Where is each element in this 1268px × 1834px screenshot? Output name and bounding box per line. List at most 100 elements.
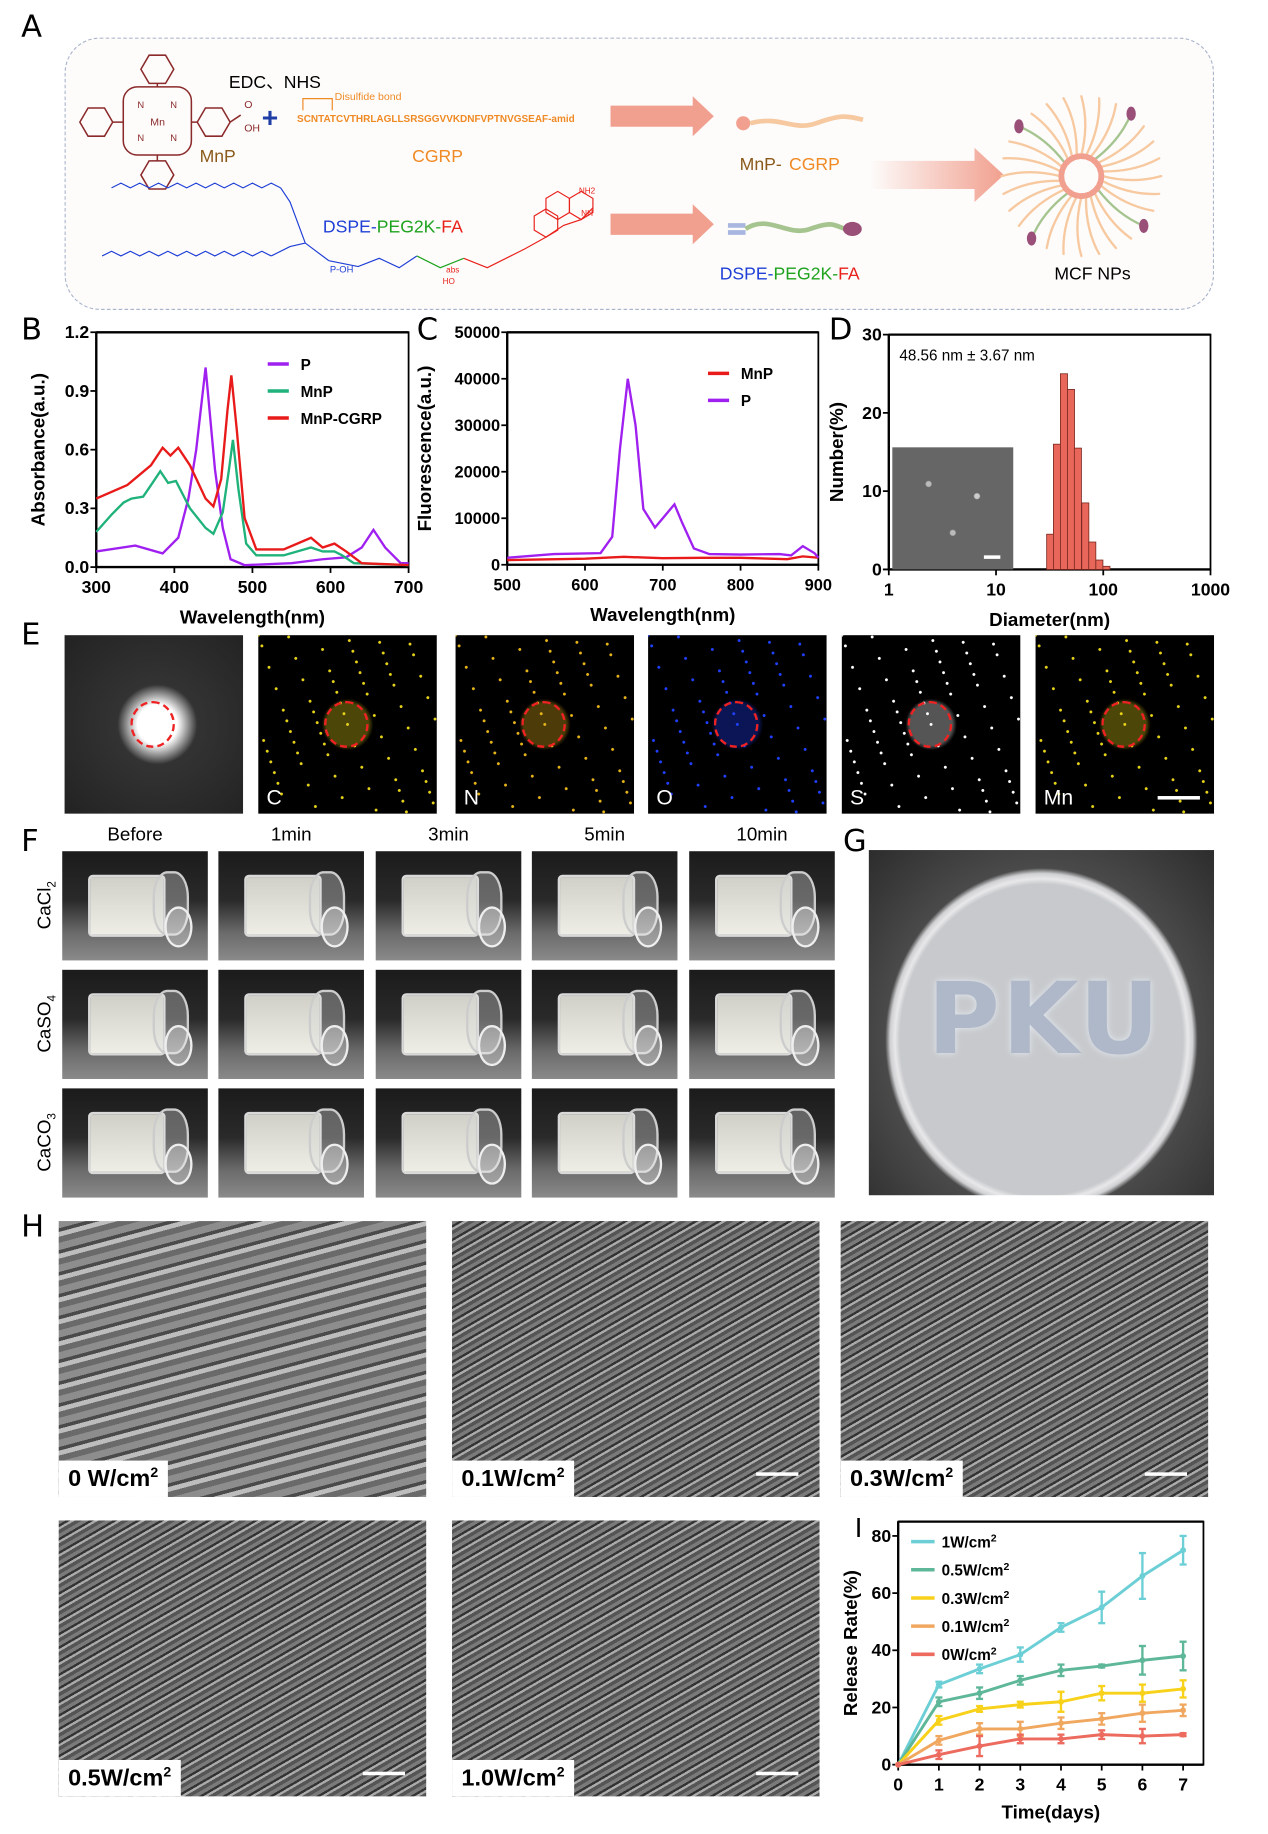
folate-ring bbox=[545, 190, 571, 221]
series-line bbox=[897, 1687, 1184, 1766]
phosphate-group: P-OH bbox=[330, 263, 353, 274]
x-tick-label: 700 bbox=[394, 577, 423, 597]
x-tick-label: 3 bbox=[1015, 1775, 1025, 1795]
size-annotation: 48.56 nm ± 3.67 nm bbox=[899, 347, 1035, 364]
micelle-chain bbox=[1045, 193, 1074, 250]
eds-map-n: N bbox=[455, 635, 635, 814]
x-tick-label: 1 bbox=[934, 1775, 944, 1795]
pku-hydrogel-photo: PKU bbox=[868, 850, 1215, 1196]
y-tick-label: 10000 bbox=[454, 510, 500, 528]
x-axis-label: Wavelength(nm) bbox=[590, 604, 735, 625]
x-tick-label: 7 bbox=[1178, 1775, 1188, 1795]
o-atom: O bbox=[244, 99, 252, 111]
power-density-label: 0 W/cm2 bbox=[58, 1460, 168, 1497]
y-axis-label: Release Rate(%) bbox=[840, 1570, 861, 1716]
x-tick-label: 10 bbox=[986, 579, 1006, 599]
data-point bbox=[1139, 1690, 1146, 1697]
x-tick-label: 400 bbox=[160, 577, 190, 597]
micelle-chain bbox=[1099, 140, 1155, 169]
series-line bbox=[897, 1733, 1184, 1767]
x-tick-label: 6 bbox=[1138, 1775, 1148, 1795]
region-circle bbox=[907, 700, 953, 748]
micelle-chain bbox=[1002, 179, 1062, 196]
vial-photo bbox=[218, 1088, 364, 1198]
legend-label: 0.5W/cm2 bbox=[942, 1561, 1010, 1580]
plot-frame bbox=[95, 331, 410, 568]
data-point bbox=[1017, 1701, 1024, 1708]
element-label: S bbox=[850, 785, 865, 809]
n-atom: N bbox=[137, 132, 144, 143]
synthesis-scheme: Mn N N N N O OH + EDC、NHS Disulfide bond… bbox=[78, 54, 1163, 286]
legend-text: 0.3W/cm bbox=[942, 1591, 1004, 1608]
mcf-nps-label: MCF NPs bbox=[1054, 263, 1130, 283]
label-text: 0.5W/cm bbox=[68, 1765, 164, 1792]
micelle-chain bbox=[1101, 174, 1163, 182]
data-point bbox=[1180, 1653, 1187, 1659]
y-axis-label: Fluorescence(a.u.) bbox=[414, 366, 435, 532]
region-circle bbox=[521, 700, 566, 748]
vial-photo bbox=[531, 851, 678, 961]
series-line-mnp bbox=[507, 555, 819, 562]
x-axis-label: Diameter(nm) bbox=[989, 609, 1110, 630]
column-header: 1min bbox=[270, 825, 312, 846]
data-point bbox=[935, 1698, 942, 1705]
mn-atom: Mn bbox=[150, 117, 165, 129]
panel-label-c: C bbox=[416, 312, 439, 348]
legend-label: MnP bbox=[741, 366, 773, 383]
panel-label-h: H bbox=[21, 1209, 45, 1245]
label-superscript: 2 bbox=[163, 1763, 172, 1781]
plot-frame bbox=[897, 1520, 1205, 1766]
element-label: N bbox=[463, 785, 480, 809]
micelle-chain bbox=[1008, 184, 1064, 212]
sem-image: 0.5W/cm2 bbox=[58, 1520, 427, 1797]
row-label: CaCO3 bbox=[35, 1113, 59, 1172]
eds-map-mn: Mn bbox=[1035, 635, 1215, 814]
folate-ring bbox=[533, 208, 559, 238]
disulfide-label: Disulfide bond bbox=[335, 91, 402, 103]
y-tick-label: 0 bbox=[872, 559, 882, 579]
column-header: 10min bbox=[736, 825, 788, 846]
tube bbox=[791, 905, 820, 948]
tube bbox=[633, 905, 662, 948]
micelle-chain bbox=[1100, 179, 1161, 196]
data-point bbox=[976, 1725, 983, 1732]
data-point bbox=[976, 1743, 983, 1750]
y-tick-label: 30 bbox=[862, 324, 882, 344]
data-point bbox=[976, 1665, 983, 1672]
tem-image bbox=[64, 635, 244, 814]
micelle-chain bbox=[1100, 157, 1161, 173]
glycerol-backbone bbox=[270, 187, 330, 262]
eds-map-c: C bbox=[258, 635, 437, 814]
row-label-subscript: 3 bbox=[45, 1113, 59, 1120]
micelle-chain bbox=[1002, 157, 1062, 173]
absorbance-chart: 300 400 500 600 700 0.0 0.3 0.6 0.9 1.2 Wavelength… bbox=[28, 322, 423, 627]
tube bbox=[633, 1142, 662, 1185]
label-superscript: 2 bbox=[556, 1464, 565, 1481]
y-tick-label: 0 bbox=[491, 557, 500, 575]
label-text: 1.0W/cm bbox=[461, 1765, 557, 1792]
histogram-bar bbox=[1067, 388, 1075, 570]
data-point bbox=[935, 1751, 942, 1758]
panel-label-f: F bbox=[21, 824, 39, 860]
peg-icon bbox=[744, 221, 847, 233]
label-superscript: 2 bbox=[945, 1464, 954, 1481]
histogram-bar bbox=[1102, 565, 1111, 570]
power-density-label: 1.0W/cm2 bbox=[452, 1760, 574, 1797]
micelle-chain bbox=[1062, 97, 1078, 157]
x-tick-label: 300 bbox=[82, 577, 112, 597]
x-tick-label: 1000 bbox=[1191, 579, 1230, 599]
region-circle bbox=[324, 700, 369, 748]
scale-bar bbox=[1144, 1472, 1188, 1476]
tube bbox=[633, 1024, 662, 1067]
x-tick-label: 100 bbox=[1089, 579, 1119, 599]
histogram-bar bbox=[1053, 443, 1061, 570]
micelle-core bbox=[1058, 153, 1105, 200]
row-label-subscript: 4 bbox=[45, 994, 59, 1002]
mnp-label: MnP bbox=[200, 146, 236, 166]
data-point bbox=[1017, 1677, 1024, 1684]
arrow-icon bbox=[610, 96, 714, 137]
y-tick-label: 20 bbox=[872, 1697, 892, 1717]
dspe-peg-fa-product-label: DSPE-PEG2K-FA bbox=[720, 263, 860, 283]
vial-photo bbox=[218, 969, 364, 1079]
data-point bbox=[1058, 1720, 1064, 1727]
